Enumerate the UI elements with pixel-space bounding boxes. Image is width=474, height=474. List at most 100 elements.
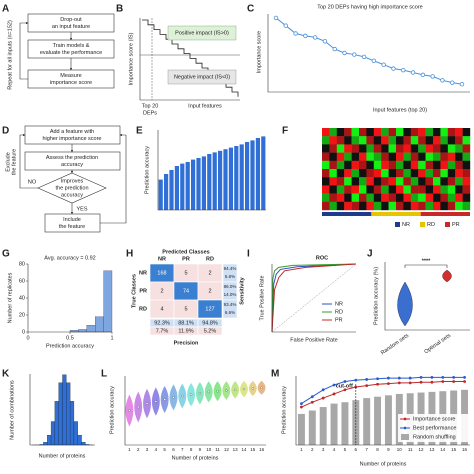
point (441, 380, 445, 383)
heat-cell (322, 201, 330, 211)
legend-label: RD (427, 222, 435, 228)
heat-cell (388, 169, 397, 178)
hist-bar (66, 382, 71, 446)
point (463, 375, 466, 379)
bar (261, 136, 266, 210)
chart-title: ROC (316, 255, 328, 261)
legend-label: Random shuffling (413, 434, 456, 440)
median (198, 392, 202, 395)
heat-cell (455, 169, 463, 178)
cell-value: 2 (160, 288, 163, 294)
heat-cell (381, 160, 389, 170)
precision-value: 5.2% (204, 328, 217, 334)
step-text: Train models & (53, 43, 90, 49)
heat-cell (418, 169, 426, 178)
heat-cell (381, 128, 389, 137)
row-label: NR (139, 270, 147, 276)
precision-value: 11.9% (178, 328, 193, 334)
heat-cell (359, 144, 367, 153)
x-label: Prediction accuracy (46, 343, 94, 349)
heat-cell (425, 144, 434, 153)
median (163, 398, 166, 401)
heat-cell (388, 128, 397, 137)
axis (139, 18, 240, 101)
bar (228, 147, 233, 210)
x-tick-label: 9 (199, 447, 202, 452)
point (361, 54, 367, 60)
heat-cell (359, 201, 367, 211)
median (172, 396, 175, 399)
heat-cell (455, 160, 463, 170)
include-text: the feature (59, 224, 85, 230)
bar (239, 144, 244, 210)
heat-cell (322, 185, 330, 194)
side-label: Repeat for all inputs (n=152) (7, 20, 13, 90)
bar (363, 398, 371, 445)
heat-cell (403, 193, 411, 202)
heat-cell (336, 201, 345, 211)
point (312, 35, 318, 40)
heat-cell (336, 193, 345, 202)
heat-cell (410, 185, 419, 194)
heat-cell (418, 128, 426, 137)
point (391, 66, 396, 71)
x-tick-label: 7 (365, 447, 368, 452)
y-label: True Classes (131, 274, 137, 308)
legend-point (403, 417, 407, 421)
median (145, 402, 149, 405)
x-tick-label: 16 (462, 447, 468, 452)
y-tick-label: 80 (19, 261, 25, 267)
step-text: Measure (60, 73, 81, 79)
heat-cell (373, 136, 382, 145)
heat-cell (418, 185, 426, 194)
legend-point (403, 426, 407, 430)
heat-cell (418, 136, 426, 145)
heat-cell (403, 185, 411, 194)
heat-cell (418, 144, 426, 153)
axis (295, 376, 470, 446)
x-tick-label: 3 (322, 447, 325, 452)
flow-arrow (100, 133, 127, 224)
heat-cell (366, 136, 374, 145)
point (452, 380, 456, 383)
point (420, 72, 426, 78)
point (376, 377, 379, 381)
heat-cell (462, 136, 471, 145)
annotation: cut-off (336, 383, 353, 389)
heat-cell (329, 128, 337, 137)
x-tick-label: 2 (311, 447, 314, 452)
heat-cell (366, 128, 374, 137)
point (410, 70, 416, 75)
heat-cell (366, 144, 374, 153)
point (354, 378, 358, 382)
legend-label: Importance score (413, 416, 456, 422)
point (401, 67, 406, 73)
heat-cell (447, 169, 456, 178)
heat-cell (447, 128, 456, 137)
legend-swatch (395, 222, 400, 227)
median (225, 389, 228, 392)
x-tick-label: 5 (163, 447, 166, 452)
heat-cell (418, 160, 426, 170)
x-tick-label: 2 (137, 447, 140, 452)
chart-title: Predicted Classes (162, 249, 209, 255)
heat-cell (396, 193, 404, 202)
hist-bar (103, 270, 113, 333)
point (365, 384, 369, 388)
heat-cell (336, 152, 345, 161)
heat-cell (344, 185, 352, 194)
heat-cell (388, 177, 397, 186)
point (365, 378, 369, 381)
heat-cell (418, 193, 426, 202)
heat-cell (447, 177, 456, 186)
point (310, 395, 314, 399)
row-label: RD (139, 306, 147, 312)
exclude-text: the feature (11, 149, 17, 175)
point (352, 52, 357, 57)
heat-cell (322, 177, 330, 186)
step-text: accuracy (61, 162, 83, 168)
heat-cell (373, 128, 382, 137)
sensitivity-value: 93.4% (224, 302, 237, 307)
bar (174, 166, 179, 210)
legend-label: PR (335, 317, 343, 323)
